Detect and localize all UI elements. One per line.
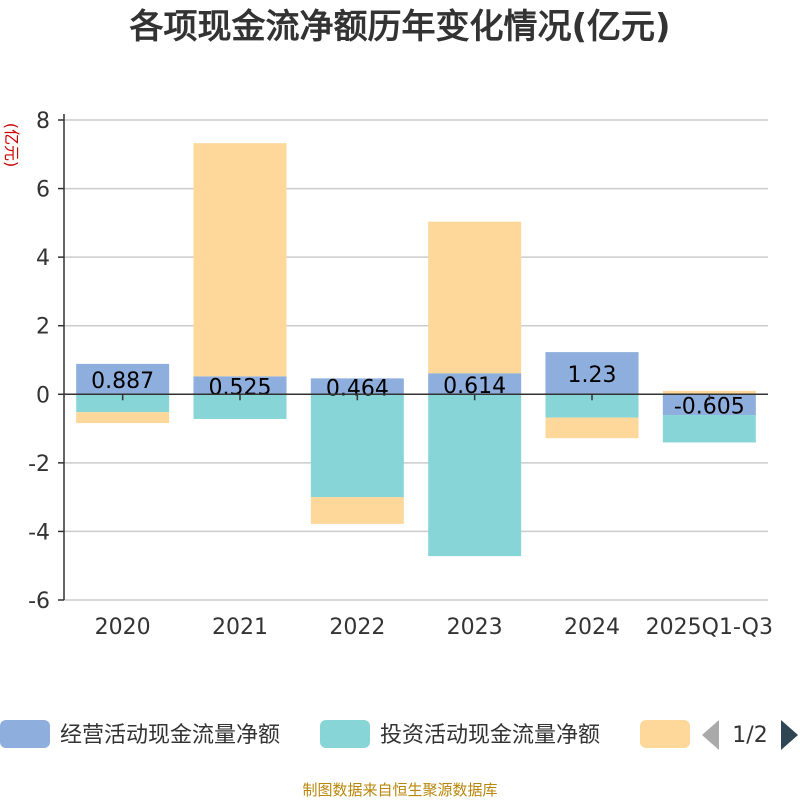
legend-page-indicator: 1/2 [732, 723, 767, 748]
y-tick-label: -4 [28, 520, 50, 545]
bar-series3-2024 [545, 417, 639, 439]
bar-series3-2021 [193, 143, 287, 377]
source-note: 制图数据来自恒生聚源数据库 [302, 781, 497, 799]
gridlines [64, 119, 768, 601]
bar-series2-2022 [310, 394, 404, 498]
legend-label-2: 投资活动现金流量净额 [380, 723, 600, 748]
bar-series2-2025Q1-Q3 [662, 415, 756, 443]
legend-swatch-2 [320, 720, 370, 748]
bar-label-2020: 0.887 [91, 369, 154, 394]
bar-series1-2025Q1-Q3 [662, 394, 756, 416]
bar-series1-2022 [310, 378, 404, 395]
bar-series3-2023 [428, 221, 522, 374]
bar-labels: 0.887 0.525 0.464 0.614 1.23-0.605 [91, 363, 745, 419]
bar-series3-2022 [310, 497, 404, 524]
axes [63, 114, 768, 600]
legend-next-icon[interactable] [781, 720, 798, 750]
legend[interactable]: 经营活动现金流量净额 投资活动现金流量净额 1/2 [0, 720, 798, 750]
legend-swatch-1 [0, 720, 50, 748]
y-tick-label: 4 [36, 246, 50, 271]
y-tick-label: 6 [36, 178, 50, 203]
legend-swatch-3 [640, 720, 690, 748]
y-tick-label: 8 [36, 109, 50, 134]
legend-label-1: 经营活动现金流量净额 [60, 723, 280, 748]
bar-series2-2020 [76, 394, 170, 413]
y-tick-label: 0 [36, 383, 50, 408]
chart-title: 各项现金流净额历年变化情况(亿元) [129, 7, 670, 47]
y-axis-unit: (亿元) [2, 123, 21, 168]
bar-series3-2025Q1-Q3 [662, 390, 756, 395]
y-tick-label: 2 [36, 315, 50, 340]
bar-series1-2021 [193, 376, 287, 395]
x-axis-ticks: 2020 2021 2022 2023 2024 2025Q1-Q3 [95, 615, 773, 640]
x-tick-label: 2021 [212, 615, 268, 640]
y-tick-label: -2 [28, 452, 50, 477]
bar-series2-2024 [545, 394, 639, 418]
x-tick-label: 2023 [447, 615, 503, 640]
y-tick-label: -6 [28, 589, 50, 614]
bar-label-2024: 1.23 [568, 363, 617, 388]
bar-series2-2023 [428, 394, 522, 557]
bar-series1-2020 [76, 363, 170, 395]
x-tick-label: 2020 [95, 615, 151, 640]
bar-series3-2020 [76, 412, 170, 424]
bars [76, 143, 756, 557]
bar-series1-2024 [545, 352, 639, 395]
bar-series1-2023 [428, 373, 522, 395]
y-axis-ticks: 8 6 4 2 0 -2 -4 -6 [28, 109, 64, 614]
x-tick-label: 2025Q1-Q3 [646, 615, 773, 640]
x-tick-label: 2024 [564, 615, 620, 640]
x-tick-label: 2022 [329, 615, 385, 640]
legend-prev-icon[interactable] [702, 720, 719, 750]
